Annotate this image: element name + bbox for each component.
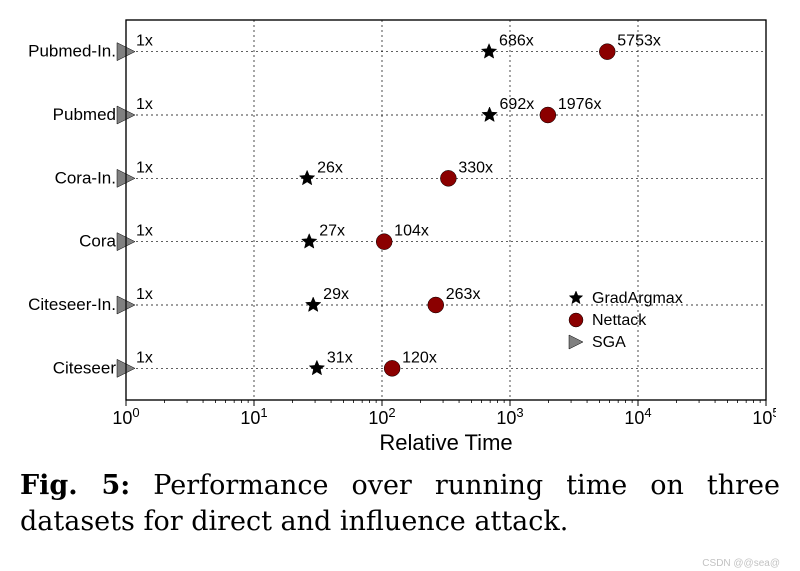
svg-text:100: 100 bbox=[112, 405, 139, 429]
svg-text:Pubmed: Pubmed bbox=[53, 105, 116, 124]
svg-text:692x: 692x bbox=[500, 96, 535, 113]
svg-text:5753x: 5753x bbox=[617, 33, 661, 50]
svg-text:GradArgmax: GradArgmax bbox=[592, 290, 683, 307]
caption-text: Performance over running time on three d… bbox=[20, 470, 780, 537]
svg-text:1x: 1x bbox=[136, 33, 153, 50]
svg-text:686x: 686x bbox=[499, 33, 534, 50]
runtime-chart: 100 101 102 103 104 105 Citeseer Citeseer-In. Co… bbox=[16, 10, 776, 450]
caption-label: Fig. 5: bbox=[20, 470, 130, 501]
svg-text:27x: 27x bbox=[319, 223, 345, 240]
svg-text:101: 101 bbox=[240, 405, 267, 429]
svg-text:1x: 1x bbox=[136, 223, 153, 240]
svg-text:Citeseer: Citeseer bbox=[53, 358, 117, 377]
chart-container: 100 101 102 103 104 105 Citeseer Citeseer-In. Co… bbox=[16, 10, 776, 450]
svg-text:Pubmed-In.: Pubmed-In. bbox=[28, 42, 116, 61]
svg-text:1x: 1x bbox=[136, 159, 153, 176]
svg-text:26x: 26x bbox=[317, 159, 343, 176]
svg-text:104x: 104x bbox=[394, 223, 429, 240]
svg-text:SGA: SGA bbox=[592, 334, 626, 351]
svg-text:1x: 1x bbox=[136, 286, 153, 303]
svg-text:120x: 120x bbox=[402, 349, 437, 366]
svg-text:Nettack: Nettack bbox=[592, 312, 647, 329]
svg-text:31x: 31x bbox=[327, 349, 353, 366]
svg-text:Cora: Cora bbox=[79, 232, 116, 251]
svg-text:105: 105 bbox=[752, 405, 776, 429]
figure-caption: Fig. 5: Performance over running time on… bbox=[20, 468, 780, 541]
svg-text:330x: 330x bbox=[458, 159, 493, 176]
svg-text:104: 104 bbox=[624, 405, 651, 429]
svg-text:1x: 1x bbox=[136, 349, 153, 366]
svg-text:1976x: 1976x bbox=[558, 96, 602, 113]
svg-text:Relative Time: Relative Time bbox=[379, 430, 512, 450]
svg-text:Cora-In.: Cora-In. bbox=[55, 168, 116, 187]
svg-text:103: 103 bbox=[496, 405, 523, 429]
svg-text:1x: 1x bbox=[136, 96, 153, 113]
watermark: CSDN @@sea@ bbox=[702, 558, 780, 569]
svg-text:102: 102 bbox=[368, 405, 395, 429]
svg-text:29x: 29x bbox=[323, 286, 349, 303]
svg-text:Citeseer-In.: Citeseer-In. bbox=[28, 295, 116, 314]
svg-text:263x: 263x bbox=[446, 286, 481, 303]
